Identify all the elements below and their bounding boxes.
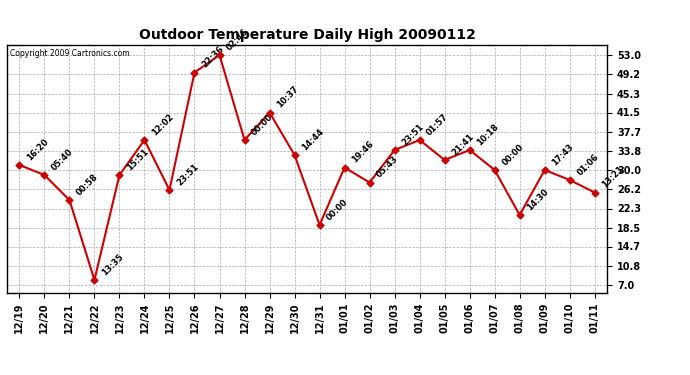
Point	[139, 137, 150, 143]
Text: 00:58: 00:58	[75, 172, 100, 197]
Point	[39, 172, 50, 178]
Text: 17:43: 17:43	[550, 142, 575, 167]
Text: 05:40: 05:40	[50, 147, 75, 172]
Point	[439, 157, 450, 163]
Title: Outdoor Temperature Daily High 20090112: Outdoor Temperature Daily High 20090112	[139, 28, 475, 42]
Text: 14:44: 14:44	[300, 127, 326, 152]
Point	[114, 172, 125, 178]
Point	[239, 137, 250, 143]
Point	[364, 180, 375, 186]
Point	[64, 197, 75, 203]
Text: 00:00: 00:00	[250, 112, 275, 137]
Text: 21:41: 21:41	[450, 132, 475, 157]
Text: 00:00: 00:00	[500, 142, 525, 167]
Point	[289, 152, 300, 158]
Point	[414, 137, 425, 143]
Point	[514, 212, 525, 218]
Point	[339, 165, 350, 171]
Text: 13:35: 13:35	[100, 252, 125, 277]
Point	[464, 147, 475, 153]
Text: 00:00: 00:00	[325, 197, 350, 222]
Text: Copyright 2009 Cartronics.com: Copyright 2009 Cartronics.com	[10, 49, 130, 58]
Text: 01:57: 01:57	[425, 112, 451, 137]
Point	[389, 147, 400, 153]
Text: 15:51: 15:51	[125, 147, 150, 172]
Text: 05:43: 05:43	[375, 154, 400, 180]
Point	[89, 277, 100, 283]
Point	[539, 167, 550, 173]
Text: 02:46: 02:46	[225, 27, 250, 52]
Text: 12:02: 12:02	[150, 112, 175, 137]
Text: 23:51: 23:51	[400, 122, 426, 147]
Text: 22:36: 22:36	[200, 45, 226, 70]
Text: 13:21: 13:21	[600, 165, 626, 190]
Point	[589, 189, 600, 195]
Point	[314, 222, 325, 228]
Text: 01:06: 01:06	[575, 152, 600, 177]
Point	[489, 167, 500, 173]
Point	[214, 52, 225, 58]
Text: 10:18: 10:18	[475, 122, 500, 147]
Text: 19:46: 19:46	[350, 140, 375, 165]
Text: 10:37: 10:37	[275, 85, 300, 110]
Text: 23:51: 23:51	[175, 162, 200, 187]
Text: 14:30: 14:30	[525, 187, 551, 212]
Point	[264, 110, 275, 116]
Point	[164, 187, 175, 193]
Text: 16:20: 16:20	[25, 137, 50, 162]
Point	[189, 69, 200, 75]
Point	[14, 162, 25, 168]
Point	[564, 177, 575, 183]
